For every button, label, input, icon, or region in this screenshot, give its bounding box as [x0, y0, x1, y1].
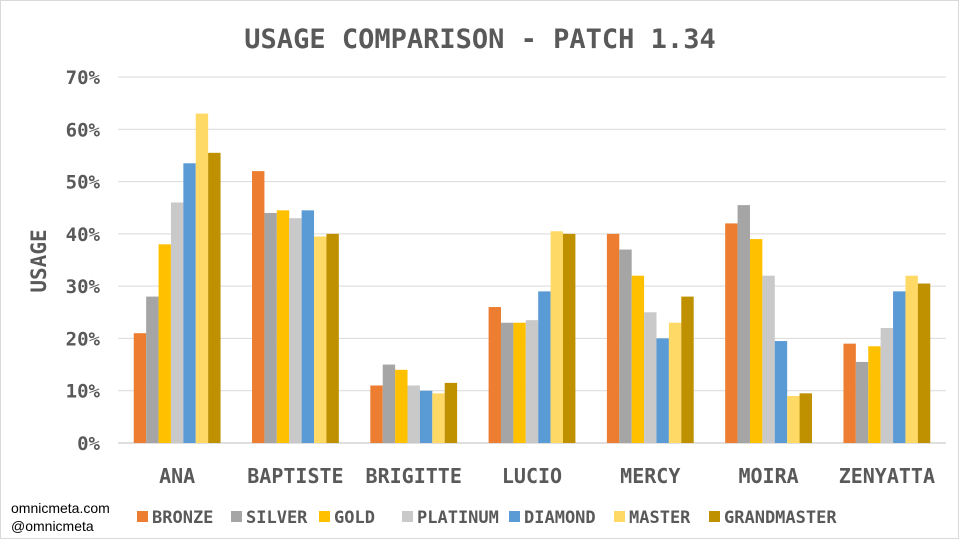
- bar-baptiste-silver: [264, 212, 277, 443]
- bar-moira-platinum: [762, 275, 775, 443]
- bar-zenyatta-master: [905, 275, 918, 443]
- y-tick-label: 60%: [66, 119, 101, 141]
- bar-zenyatta-gold: [868, 346, 881, 443]
- bar-lucio-gold: [513, 322, 526, 443]
- credit-handle: @omnicmeta: [11, 518, 94, 534]
- bar-zenyatta-bronze: [843, 343, 856, 443]
- bar-ana-bronze: [133, 333, 147, 443]
- legend-label-bronze: BRONZE: [152, 508, 213, 528]
- y-tick-label: 10%: [66, 381, 101, 403]
- bar-ana-grandmaster: [208, 152, 221, 444]
- bar-moira-bronze: [725, 223, 738, 443]
- bar-brigitte-grandmaster: [444, 382, 458, 443]
- bar-baptiste-diamond: [301, 210, 315, 443]
- bar-zenyatta-grandmaster: [917, 283, 931, 443]
- bars: [133, 113, 931, 444]
- chart-title: USAGE COMPARISON - PATCH 1.34: [244, 24, 715, 55]
- legend-swatch-gold: [319, 511, 330, 522]
- bar-lucio-diamond: [538, 291, 551, 443]
- bar-brigitte-bronze: [370, 385, 383, 443]
- bar-moira-gold: [749, 239, 763, 443]
- bar-moira-master: [787, 395, 800, 443]
- bar-baptiste-bronze: [252, 171, 265, 443]
- bar-mercy-gold: [631, 275, 645, 443]
- legend-swatch-grandmaster: [709, 511, 720, 522]
- bar-ana-gold: [158, 244, 171, 443]
- legend-label-master: MASTER: [629, 508, 691, 528]
- bar-mercy-silver: [619, 249, 632, 443]
- bar-ana-silver: [146, 296, 159, 443]
- bar-ana-master: [195, 113, 209, 443]
- bar-brigitte-silver: [382, 364, 396, 443]
- category-label: MOIRA: [738, 464, 798, 488]
- bar-lucio-grandmaster: [563, 233, 576, 443]
- category-label: ANA: [159, 464, 195, 488]
- y-tick-label: 20%: [66, 328, 101, 350]
- bar-zenyatta-diamond: [893, 291, 906, 443]
- y-tick-label: 50%: [66, 172, 101, 194]
- bar-zenyatta-silver: [855, 361, 869, 443]
- legend-swatch-master: [614, 511, 625, 522]
- category-label: MERCY: [620, 464, 680, 488]
- bar-moira-diamond: [774, 341, 788, 443]
- y-axis-label: USAGE: [27, 229, 51, 292]
- bar-baptiste-master: [314, 236, 327, 443]
- bar-mercy-diamond: [656, 338, 669, 443]
- legend-label-diamond: DIAMOND: [524, 508, 596, 528]
- bar-lucio-silver: [501, 322, 514, 443]
- y-axis-ticks: 0% 10% 20% 30% 40% 50% 60% 70%: [66, 67, 101, 455]
- category-label: BAPTISTE: [247, 464, 343, 488]
- bar-baptiste-gold: [276, 210, 290, 443]
- legend: BRONZE SILVER GOLD PLATINUM DIAMOND MASTER GRA…: [137, 508, 837, 528]
- credit-site: omnicmeta.com: [11, 500, 110, 516]
- legend-swatch-diamond: [509, 511, 520, 522]
- y-tick-label: 70%: [66, 67, 101, 89]
- category-label: LUCIO: [502, 464, 562, 488]
- bar-mercy-platinum: [644, 312, 657, 443]
- bar-ana-diamond: [183, 163, 196, 443]
- y-tick-label: 40%: [66, 224, 101, 246]
- legend-label-platinum: PLATINUM: [417, 508, 499, 528]
- legend-label-silver: SILVER: [246, 508, 308, 528]
- bar-moira-silver: [737, 205, 750, 443]
- bar-brigitte-gold: [395, 369, 408, 443]
- bar-lucio-bronze: [488, 307, 501, 443]
- bar-mercy-bronze: [606, 233, 620, 443]
- legend-swatch-bronze: [137, 511, 148, 522]
- bar-mercy-master: [668, 322, 682, 443]
- bar-brigitte-master: [432, 393, 445, 443]
- y-tick-label: 30%: [66, 276, 101, 298]
- category-labels: ANA BAPTISTE BRIGITTE LUCIO MERCY MOIRA ZENYAT…: [159, 464, 935, 488]
- bar-lucio-master: [550, 231, 563, 443]
- bar-baptiste-platinum: [289, 218, 302, 443]
- legend-swatch-silver: [231, 511, 242, 522]
- category-label: BRIGITTE: [366, 464, 462, 488]
- legend-label-grandmaster: GRANDMASTER: [724, 508, 837, 528]
- legend-label-gold: GOLD: [334, 508, 375, 528]
- category-label: ZENYATTA: [839, 464, 935, 488]
- y-tick-label: 0%: [77, 433, 100, 455]
- bar-lucio-platinum: [525, 320, 539, 443]
- bar-mercy-grandmaster: [681, 296, 694, 443]
- bar-brigitte-platinum: [407, 385, 420, 443]
- bar-moira-grandmaster: [799, 393, 812, 443]
- bar-baptiste-grandmaster: [326, 233, 339, 443]
- bar-brigitte-diamond: [419, 390, 433, 443]
- bar-zenyatta-platinum: [880, 327, 894, 443]
- bar-ana-platinum: [170, 202, 184, 443]
- legend-swatch-platinum: [402, 511, 413, 522]
